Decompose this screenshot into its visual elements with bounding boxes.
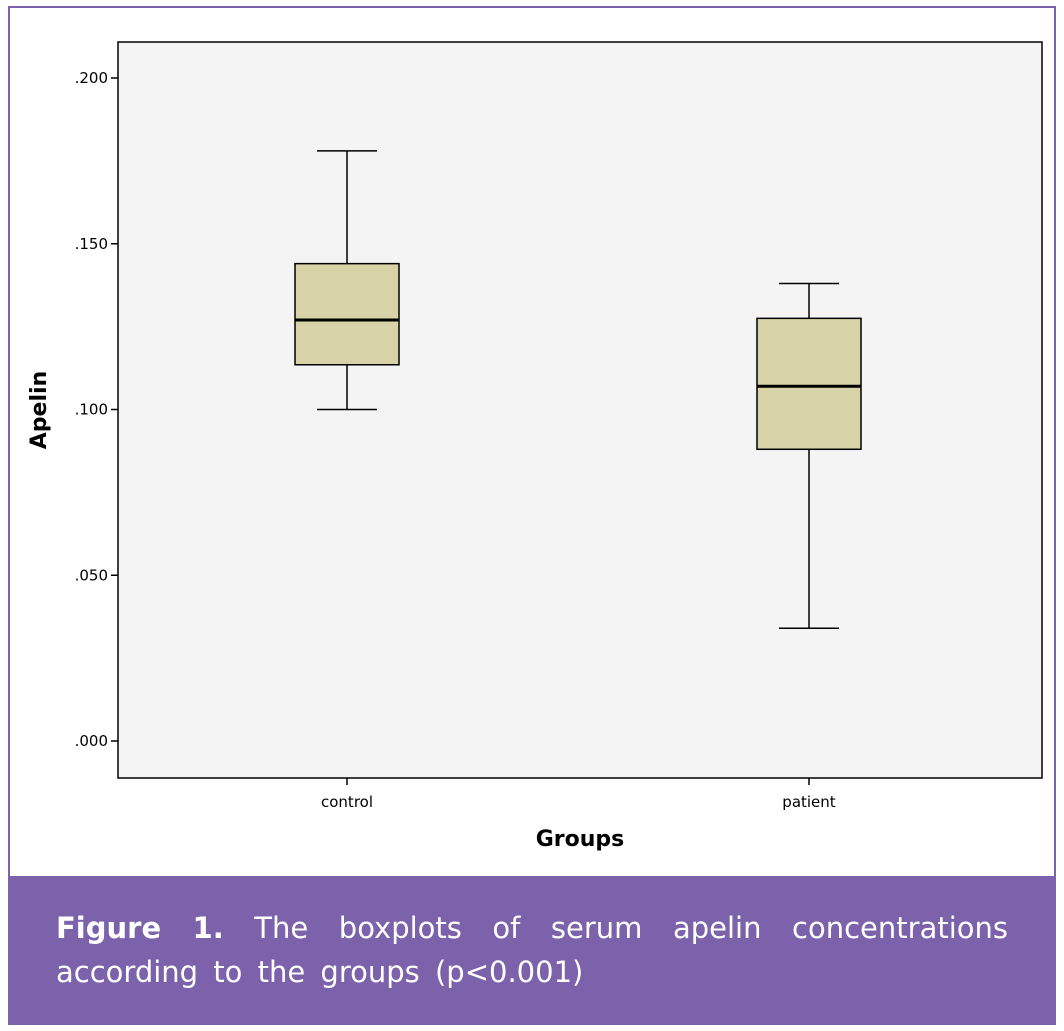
x-tick-label: patient: [782, 793, 835, 811]
y-tick-label: .150: [75, 235, 108, 253]
box-control: [294, 150, 400, 411]
caption-label: Figure 1.: [56, 911, 224, 945]
iqr-box: [294, 262, 400, 366]
x-axis-title: Groups: [536, 827, 625, 852]
boxes-group: [294, 150, 862, 630]
box-patient: [756, 282, 862, 630]
y-axis-title: Apelin: [27, 371, 52, 449]
caption-band: Figure 1. The boxplots of serum apelin c…: [10, 876, 1054, 1023]
y-axis-ticks: .000 .050 .100 .150 .200: [75, 69, 118, 750]
y-tick-label: .050: [75, 566, 108, 584]
x-axis-ticks: control patient: [321, 778, 836, 811]
iqr-box: [756, 317, 862, 451]
y-tick-label: .000: [75, 732, 108, 750]
figure-caption: Figure 1. The boxplots of serum apelin c…: [56, 906, 1008, 994]
plot-area: [117, 41, 1043, 779]
boxplot-chart: .000 .050 .100 .150 .200 control patient Apel…: [27, 41, 1043, 852]
caption-body: The boxplots of serum apelin concentrati…: [56, 911, 1008, 989]
y-tick-label: .100: [75, 401, 108, 419]
y-tick-label: .200: [75, 69, 108, 87]
x-tick-label: control: [321, 793, 373, 811]
